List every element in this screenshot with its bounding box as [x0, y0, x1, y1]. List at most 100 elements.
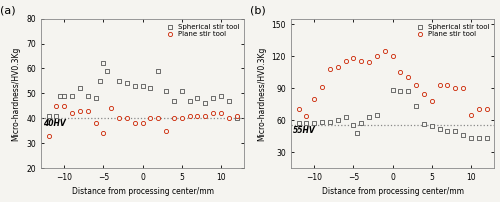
Spherical stir tool — [350, 124, 358, 127]
Plane stir tool — [92, 122, 100, 125]
Plane stir tool — [310, 97, 318, 100]
Plane stir tool — [108, 107, 116, 110]
Plane stir tool — [84, 109, 92, 112]
Plane stir tool — [68, 112, 76, 115]
Plane stir tool — [138, 122, 146, 125]
Spherical stir tool — [100, 62, 108, 65]
Spherical stir tool — [217, 94, 225, 97]
Plane stir tool — [170, 117, 178, 120]
X-axis label: Distance from processing center/mm: Distance from processing center/mm — [322, 187, 464, 196]
Plane stir tool — [209, 112, 217, 115]
Plane stir tool — [154, 117, 162, 120]
Spherical stir tool — [358, 122, 366, 125]
Plane stir tool — [467, 113, 475, 116]
Spherical stir tool — [123, 82, 131, 85]
Spherical stir tool — [388, 88, 396, 92]
Plane stir tool — [294, 108, 302, 111]
Plane stir tool — [452, 86, 460, 90]
Spherical stir tool — [138, 84, 146, 87]
Spherical stir tool — [60, 94, 68, 97]
Spherical stir tool — [92, 97, 100, 100]
Spherical stir tool — [318, 121, 326, 124]
Spherical stir tool — [334, 118, 342, 122]
Spherical stir tool — [354, 131, 362, 135]
Spherical stir tool — [428, 125, 436, 128]
Plane stir tool — [76, 109, 84, 112]
Plane stir tool — [365, 61, 373, 64]
Spherical stir tool — [202, 102, 209, 105]
Spherical stir tool — [310, 122, 318, 125]
Spherical stir tool — [146, 87, 154, 90]
Spherical stir tool — [436, 127, 444, 130]
Plane stir tool — [459, 86, 467, 90]
Spherical stir tool — [396, 90, 404, 93]
Plane stir tool — [412, 83, 420, 86]
Plane stir tool — [475, 108, 483, 111]
Text: (b): (b) — [250, 6, 266, 16]
Plane stir tool — [60, 104, 68, 107]
Spherical stir tool — [342, 115, 349, 118]
Spherical stir tool — [194, 97, 202, 100]
Spherical stir tool — [412, 104, 420, 108]
Plane stir tool — [225, 117, 233, 120]
Spherical stir tool — [452, 129, 460, 132]
Plane stir tool — [381, 49, 389, 52]
Text: (a): (a) — [0, 6, 16, 16]
Spherical stir tool — [154, 69, 162, 73]
Plane stir tool — [396, 70, 404, 74]
Spherical stir tool — [404, 90, 412, 93]
Plane stir tool — [178, 117, 186, 120]
Y-axis label: Micro-hardness/HV0.3Kg: Micro-hardness/HV0.3Kg — [257, 46, 266, 141]
Plane stir tool — [217, 112, 225, 115]
Plane stir tool — [428, 99, 436, 102]
Plane stir tool — [131, 122, 139, 125]
Spherical stir tool — [186, 99, 194, 102]
Spherical stir tool — [482, 137, 490, 140]
Spherical stir tool — [76, 87, 84, 90]
Plane stir tool — [388, 54, 396, 58]
Spherical stir tool — [475, 137, 483, 140]
Spherical stir tool — [104, 69, 112, 73]
Spherical stir tool — [302, 122, 310, 125]
Y-axis label: Micro-hardness/HV0.3Kg: Micro-hardness/HV0.3Kg — [12, 46, 20, 141]
Plane stir tool — [334, 65, 342, 68]
Spherical stir tool — [68, 94, 76, 97]
Spherical stir tool — [209, 97, 217, 100]
Spherical stir tool — [162, 89, 170, 93]
Plane stir tool — [436, 83, 444, 86]
Spherical stir tool — [44, 114, 52, 117]
Spherical stir tool — [225, 99, 233, 102]
Plane stir tool — [44, 134, 52, 137]
Plane stir tool — [52, 104, 60, 107]
Text: 40HV: 40HV — [43, 120, 66, 128]
Plane stir tool — [302, 114, 310, 117]
Spherical stir tool — [178, 89, 186, 93]
Plane stir tool — [326, 67, 334, 70]
Plane stir tool — [186, 114, 194, 117]
Spherical stir tool — [467, 137, 475, 140]
Plane stir tool — [373, 54, 381, 58]
Text: 55HV: 55HV — [293, 126, 316, 135]
Spherical stir tool — [96, 79, 104, 82]
Legend: Spherical stir tool, Plane stir tool: Spherical stir tool, Plane stir tool — [162, 22, 241, 38]
Spherical stir tool — [84, 94, 92, 97]
Spherical stir tool — [365, 115, 373, 118]
Spherical stir tool — [232, 117, 240, 120]
X-axis label: Distance from processing center/mm: Distance from processing center/mm — [72, 187, 214, 196]
Plane stir tool — [232, 114, 240, 117]
Plane stir tool — [123, 117, 131, 120]
Spherical stir tool — [52, 114, 60, 117]
Plane stir tool — [420, 93, 428, 96]
Plane stir tool — [404, 76, 412, 79]
Spherical stir tool — [459, 133, 467, 137]
Spherical stir tool — [170, 99, 178, 102]
Spherical stir tool — [131, 84, 139, 87]
Plane stir tool — [162, 129, 170, 132]
Plane stir tool — [146, 117, 154, 120]
Plane stir tool — [482, 108, 490, 111]
Legend: Spherical stir tool, Plane stir tool: Spherical stir tool, Plane stir tool — [412, 22, 491, 38]
Plane stir tool — [358, 60, 366, 63]
Plane stir tool — [444, 83, 452, 86]
Spherical stir tool — [56, 94, 64, 97]
Plane stir tool — [115, 117, 123, 120]
